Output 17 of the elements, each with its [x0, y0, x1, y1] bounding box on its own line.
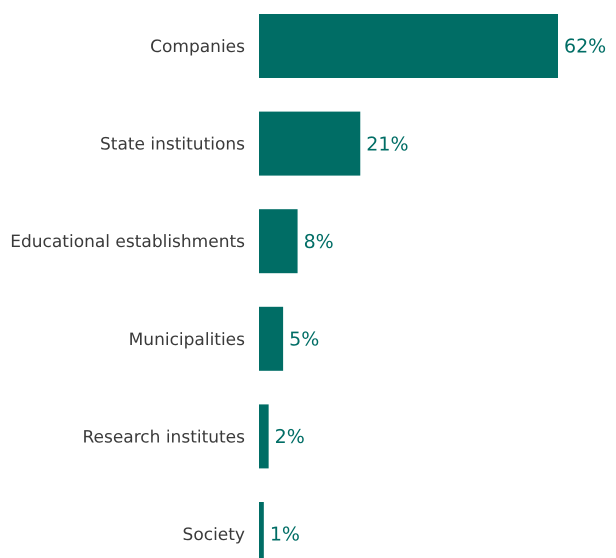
y-tick-label: State institutions [100, 134, 246, 155]
y-tick-label: Research institutes [82, 427, 246, 448]
data-label: 1% [270, 524, 300, 546]
data-label: 2% [274, 426, 305, 448]
y-tick-label: Municipalities [128, 330, 246, 350]
data-label: 8% [304, 230, 334, 253]
bar [259, 14, 558, 78]
data-label: 62% [564, 36, 606, 58]
bar [259, 112, 360, 176]
data-label: 21% [366, 133, 409, 156]
y-tick-label: Educational establishments [10, 232, 246, 252]
y-tick-label: Companies [150, 36, 246, 57]
data-label: 5% [289, 328, 320, 350]
bar [259, 209, 298, 274]
bar [259, 404, 269, 468]
bar [259, 306, 284, 371]
y-tick-label: Society [182, 524, 245, 545]
